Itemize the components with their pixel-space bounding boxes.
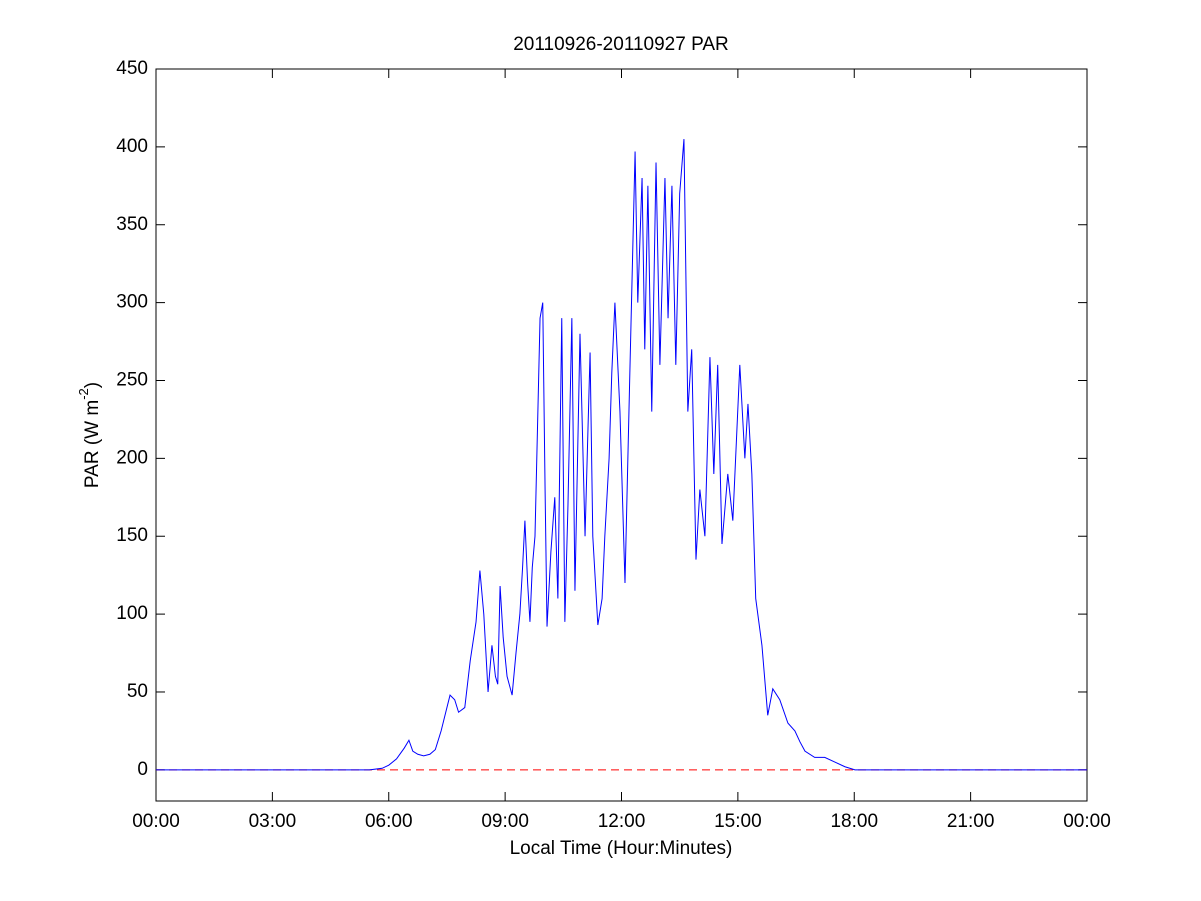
- x-tick-label: 18:00: [830, 811, 878, 832]
- x-tick-label: 00:00: [132, 811, 180, 832]
- x-tick-label: 21:00: [947, 811, 995, 832]
- y-tick-label: 50: [127, 681, 148, 702]
- x-tick-label: 06:00: [365, 811, 413, 832]
- x-axis-label: Local Time (Hour:Minutes): [510, 838, 733, 859]
- y-tick-label: 150: [116, 525, 148, 546]
- chart-title: 20110926-20110927 PAR: [513, 34, 729, 55]
- y-tick-label: 0: [137, 759, 148, 780]
- plot-frame: [155, 68, 1088, 802]
- x-tick-label: 09:00: [481, 811, 529, 832]
- y-tick-label: 200: [116, 447, 148, 468]
- y-tick-label: 350: [116, 214, 148, 235]
- y-axis-label: PAR (W m-2): [76, 382, 103, 488]
- x-tick-label: 00:00: [1063, 811, 1111, 832]
- x-tick-label: 03:00: [249, 811, 297, 832]
- y-tick-label: 100: [116, 603, 148, 624]
- y-tick-label: 400: [116, 136, 148, 157]
- y-axis-label-sup: -2: [76, 388, 91, 400]
- x-tick-label: 12:00: [598, 811, 646, 832]
- y-tick-label: 300: [116, 292, 148, 313]
- y-axis-label-main: PAR (W m: [82, 400, 103, 488]
- y-tick-label: 250: [116, 370, 148, 391]
- x-tick-label: 15:00: [714, 811, 762, 832]
- y-axis-label-tail: ): [82, 382, 103, 388]
- data-line: [156, 139, 1087, 771]
- y-tick-label: 450: [116, 58, 148, 79]
